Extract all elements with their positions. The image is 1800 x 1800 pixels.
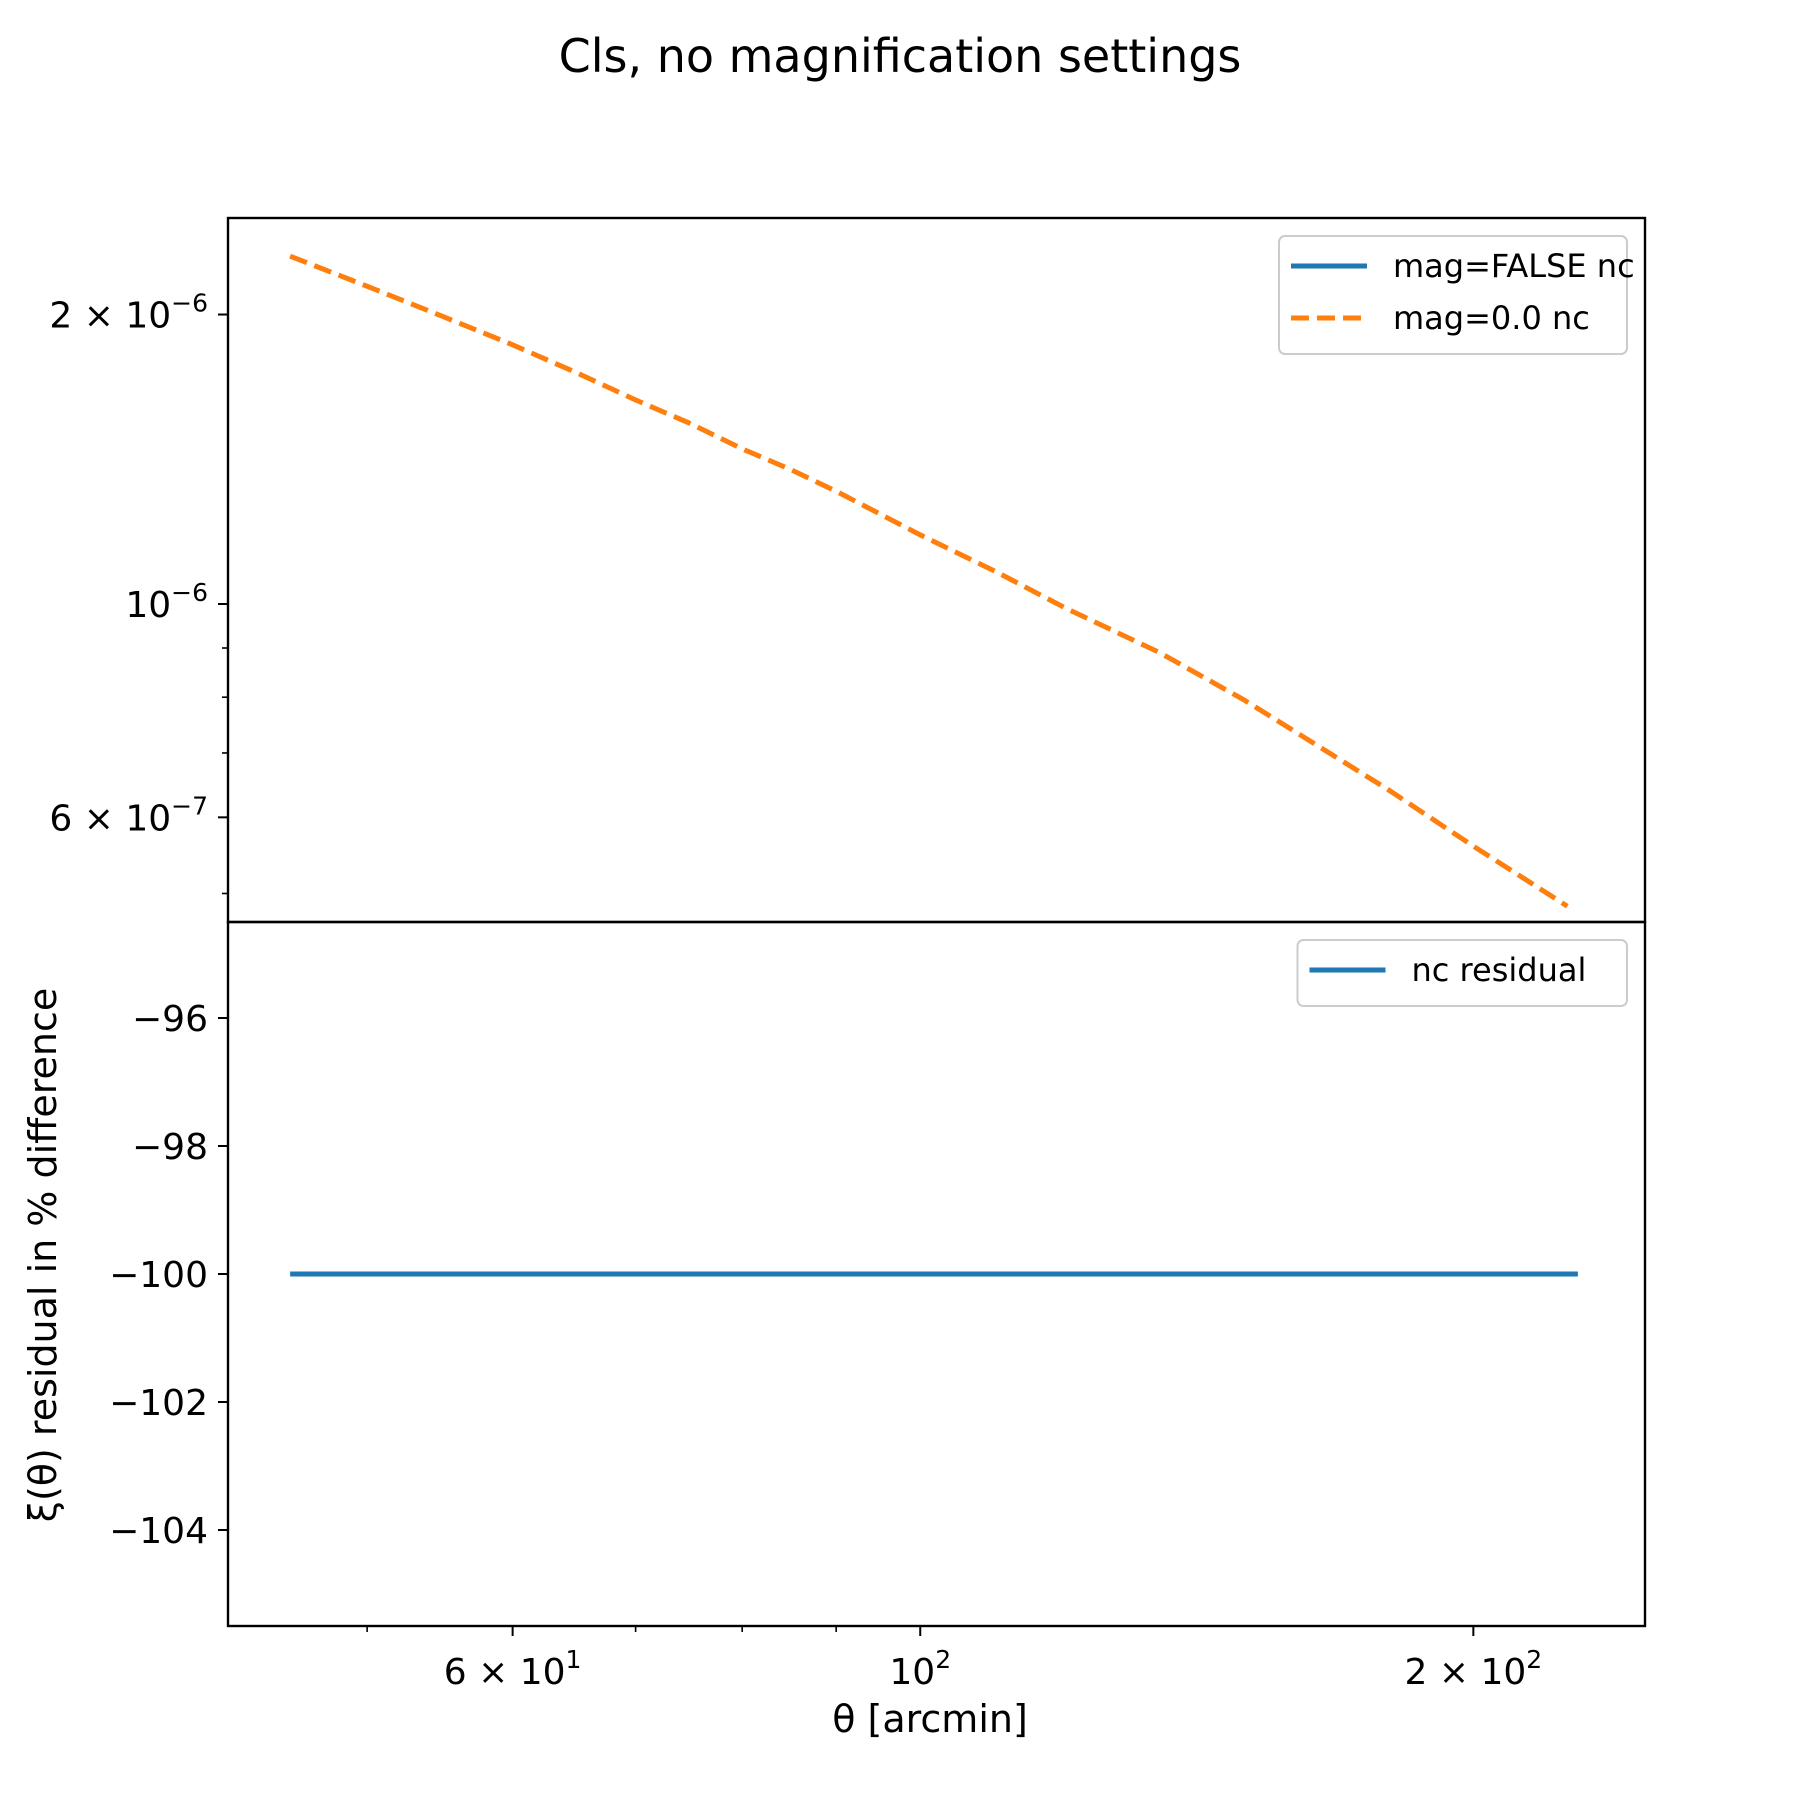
- bottom-legend-box: [1296, 939, 1628, 1007]
- bottom-ytick-label-2: −100: [109, 1255, 208, 1296]
- bottom-xtick-label-1: 102: [889, 1645, 951, 1693]
- top-ytick-label-1: 10−6: [125, 578, 208, 626]
- y-axis-label: ξ(θ) residual in % difference: [21, 988, 65, 1523]
- x-axis-label: θ [arcmin]: [832, 1697, 1028, 1741]
- bottom-xtick-label-2: 2 × 102: [1405, 1645, 1543, 1693]
- top-ytick-label-0: 2 × 10−6: [49, 289, 208, 337]
- bottom-xtick-label-0: 6 × 101: [444, 1645, 582, 1693]
- top-legend-label-1: mag=0.0 nc: [1393, 299, 1590, 337]
- top-panel: 2 × 10−6 10−6 6 × 10−7 mag=FALSE nc mag=0.0 …: [49, 216, 1647, 924]
- bottom-frame: [226, 920, 1647, 1628]
- bottom-ytick-label-3: −102: [109, 1383, 208, 1424]
- bottom-ytick-label-4: −104: [109, 1511, 208, 1552]
- figure-title: Cls, no magnification settings: [559, 29, 1242, 83]
- bottom-ytick-label-1: −98: [132, 1127, 208, 1168]
- top-series-1-line: [289, 253, 1569, 909]
- top-legend-label-0: mag=FALSE nc: [1393, 247, 1635, 285]
- bottom-panel: −96 −98 −100 −102 −104 6 × 101 102 2 × 102 nc re…: [109, 920, 1647, 1693]
- top-ytick-label-2: 6 × 10−7: [49, 791, 208, 839]
- bottom-legend-label-0: nc residual: [1412, 951, 1587, 989]
- bottom-ytick-label-0: −96: [132, 999, 208, 1040]
